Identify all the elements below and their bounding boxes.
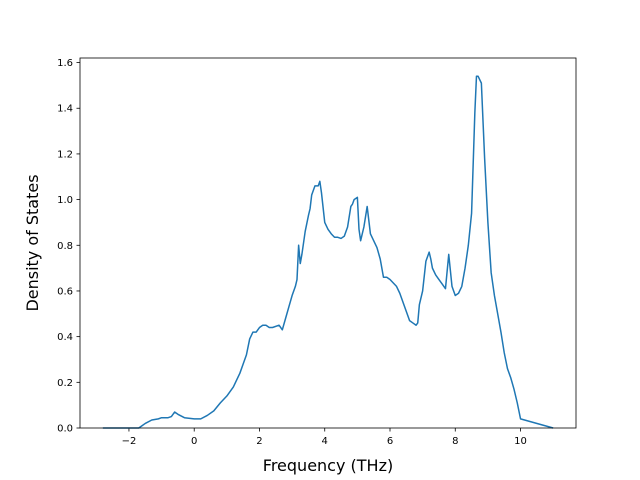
series-line [102,75,554,429]
x-tick-label: 0 [191,436,197,447]
y-tick-label: 0.0 [57,424,73,435]
y-tick-label: 0.8 [57,241,73,252]
y-tick-label: 1.0 [57,195,73,206]
y-tick-label: 1.2 [57,149,73,160]
y-tick-label: 0.2 [57,378,73,389]
y-tick-label: 0.4 [57,332,73,343]
x-axis-label: Frequency (THz) [263,456,393,475]
plot-background [80,58,576,428]
y-tick-label: 1.6 [57,58,73,69]
x-tick-label: 4 [322,436,328,447]
x-tick-label: 2 [256,436,262,447]
y-axis-ticks: 0.0 0.2 0.4 0.6 0.8 1.0 1.2 1.4 1.6 [57,58,80,435]
y-tick-label: 0.6 [57,286,73,297]
x-tick-label: 8 [452,436,458,447]
y-tick-label: 1.4 [57,104,73,115]
plot-frame [79,57,577,429]
x-axis-ticks: −2 0 2 4 6 8 10 [122,428,527,447]
x-tick-label: 6 [387,436,393,447]
y-axis-label: Density of States [23,174,42,311]
x-tick-label: 10 [514,436,527,447]
x-tick-label: −2 [122,436,137,447]
